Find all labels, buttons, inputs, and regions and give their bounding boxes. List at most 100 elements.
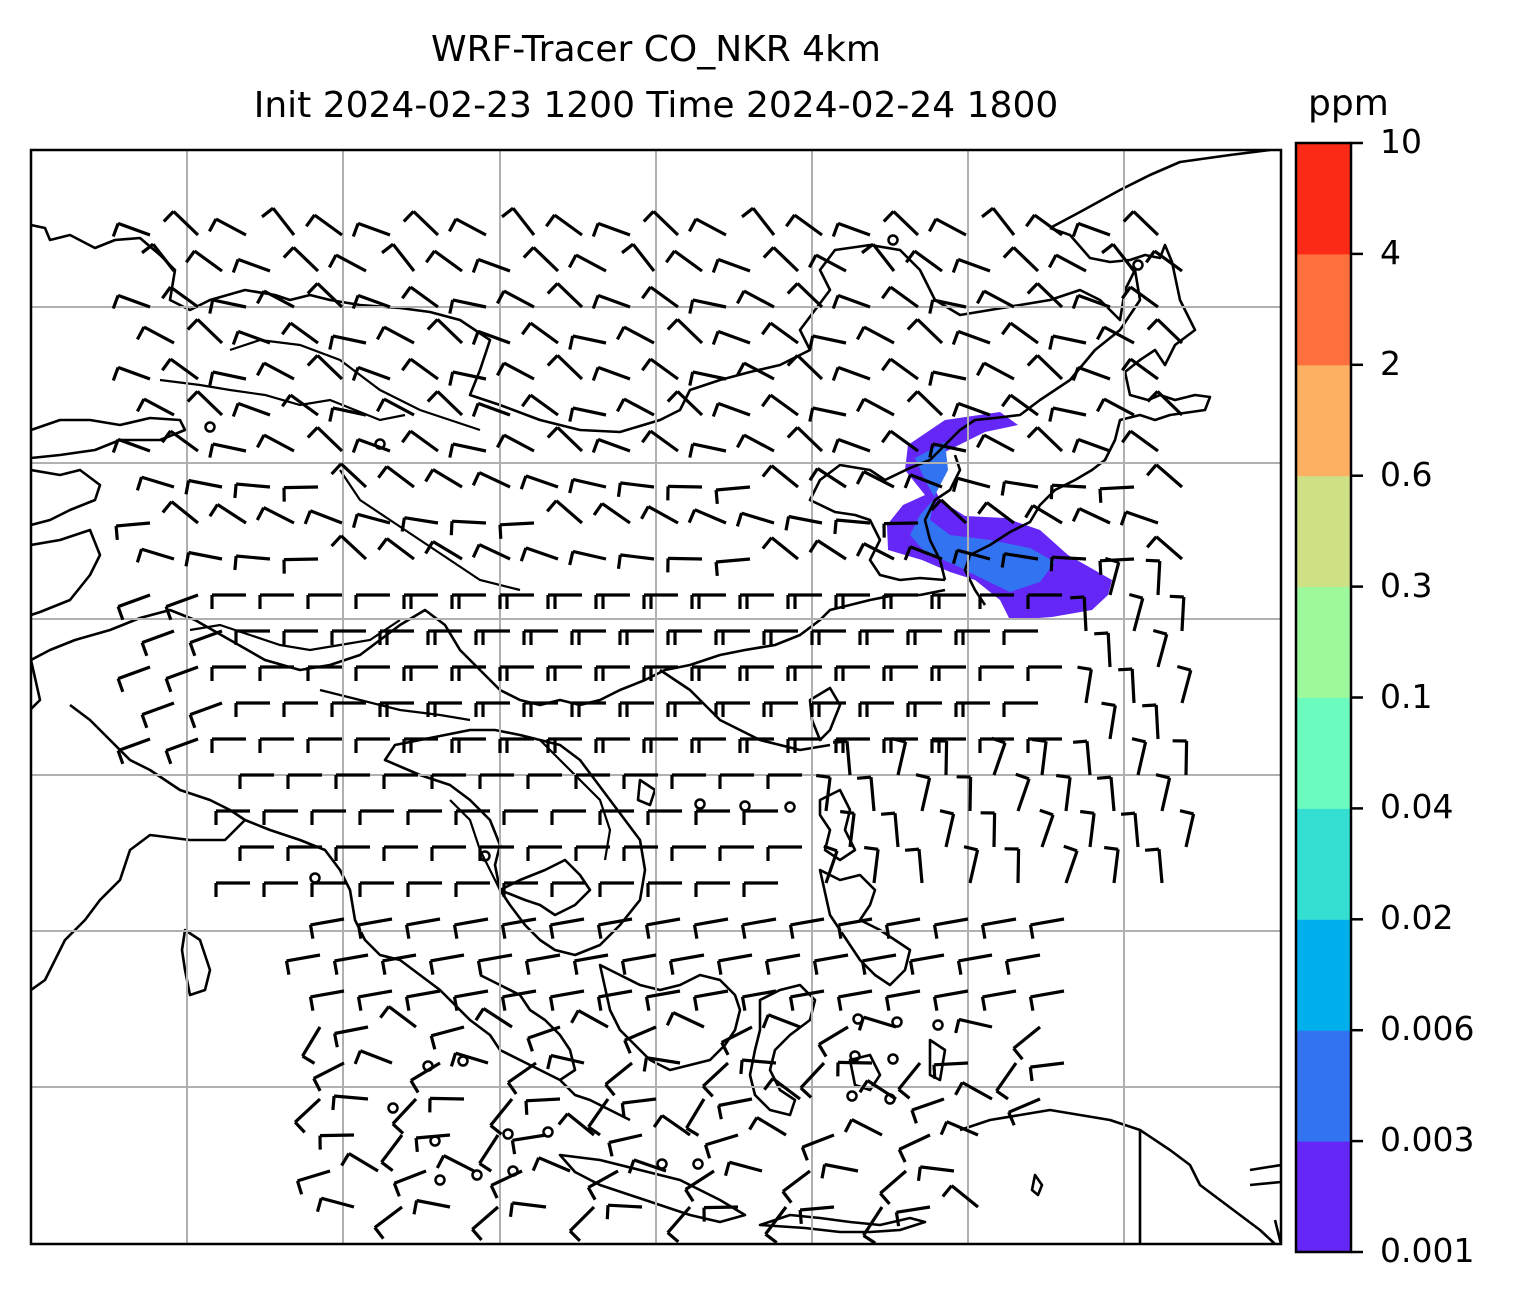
wind-barb — [282, 557, 319, 574]
wind-barb — [333, 1025, 369, 1048]
wind-barb — [116, 665, 151, 693]
wind-barb — [306, 282, 344, 309]
calm-wind-circle — [884, 1093, 896, 1105]
wind-barb — [908, 953, 945, 975]
wind-barb — [293, 1097, 322, 1134]
wind-barb — [808, 406, 847, 422]
wind-barb — [378, 701, 414, 717]
wind-barb — [928, 442, 967, 458]
wind-barb — [764, 953, 801, 975]
wind-barb — [498, 737, 534, 753]
wind-barb — [111, 437, 151, 454]
wind-barb — [303, 509, 343, 525]
wind-barb — [358, 881, 394, 897]
wind-barb — [474, 1007, 513, 1029]
wind-barb — [906, 390, 944, 417]
wind-barb — [786, 354, 824, 381]
wind-barb — [295, 1169, 331, 1195]
wind-barb — [1144, 847, 1164, 884]
wind-barb — [522, 701, 558, 717]
wind-barb — [328, 334, 367, 350]
wind-barb — [306, 426, 344, 453]
wind-barb — [1071, 437, 1111, 454]
calm-wind-circle — [479, 850, 491, 862]
wind-barb — [330, 462, 368, 489]
wind-barb — [281, 393, 319, 417]
wind-barb — [351, 365, 391, 382]
wind-barb — [652, 1114, 691, 1137]
wind-barb — [905, 249, 943, 273]
colorbar-tick-label: 0.04 — [1380, 787, 1454, 827]
wind-barb — [306, 737, 342, 753]
wind-barb — [742, 809, 778, 825]
wind-barb — [375, 397, 415, 417]
wind-barb — [684, 1169, 715, 1203]
wind-barb — [834, 665, 870, 681]
wind-barb — [572, 953, 609, 975]
wind-barb — [735, 361, 775, 381]
wind-barb — [641, 357, 679, 381]
wind-barb — [570, 629, 606, 645]
wind-barb — [1079, 809, 1096, 848]
wind-barb — [471, 543, 511, 561]
wind-barb — [855, 325, 895, 345]
wind-barb — [188, 629, 223, 657]
wind-barb — [1048, 334, 1087, 350]
wind-barb — [546, 282, 584, 309]
wind-barb — [185, 249, 223, 273]
colorbar-tick-label: 10 — [1380, 122, 1422, 161]
wind-barb — [546, 1053, 585, 1070]
wind-barb — [977, 501, 1015, 525]
wind-barb — [690, 665, 726, 681]
wind-barb — [856, 775, 876, 812]
wind-barb — [161, 357, 199, 381]
wind-barb — [351, 221, 391, 238]
wind-barb — [1095, 397, 1135, 417]
wind-barb — [116, 737, 151, 765]
wind-barb — [903, 545, 943, 561]
wind-barb — [897, 1061, 922, 1100]
wind-barb — [546, 426, 584, 453]
wind-barb — [430, 773, 466, 789]
wind-barb — [262, 809, 298, 825]
wind-barb — [1172, 739, 1189, 776]
wind-barb — [255, 433, 295, 453]
wind-barb — [788, 917, 825, 939]
wind-barb — [831, 365, 871, 382]
wind-barb — [448, 370, 487, 386]
wind-barb — [623, 1025, 657, 1054]
wind-barb — [761, 464, 800, 489]
wind-barb — [135, 325, 175, 345]
wind-barb — [521, 321, 559, 345]
wind-barb — [1026, 282, 1064, 309]
wind-barb — [927, 217, 967, 237]
coastlines — [31, 150, 1281, 1244]
wind-barb — [262, 881, 298, 897]
wind-barb — [1101, 242, 1136, 272]
wind-barb — [1026, 593, 1062, 609]
wind-barb — [448, 298, 487, 314]
wind-barb — [620, 1097, 657, 1118]
wind-barb — [471, 471, 511, 489]
wind-barb — [646, 881, 682, 897]
wind-barb — [800, 1133, 835, 1161]
wind-barb — [928, 298, 967, 314]
wind-barb — [694, 809, 730, 825]
wind-barb — [502, 881, 538, 897]
wind-barb — [738, 665, 774, 681]
wind-barb — [858, 629, 894, 645]
colorbar-tick-label: 0.02 — [1380, 898, 1454, 938]
wind-barb — [428, 953, 465, 975]
wind-barb — [670, 845, 706, 861]
wind-barb — [786, 282, 824, 309]
calm-wind-circle — [374, 438, 386, 450]
wind-barb — [306, 354, 344, 381]
wind-barb — [836, 989, 873, 1011]
wind-barb — [646, 809, 682, 825]
colorbar-block — [1296, 697, 1351, 809]
wind-barb — [161, 500, 200, 525]
wind-barb — [932, 739, 949, 776]
wind-barb — [406, 881, 442, 897]
calm-wind-circle — [692, 1158, 704, 1170]
wind-barb — [328, 406, 367, 422]
